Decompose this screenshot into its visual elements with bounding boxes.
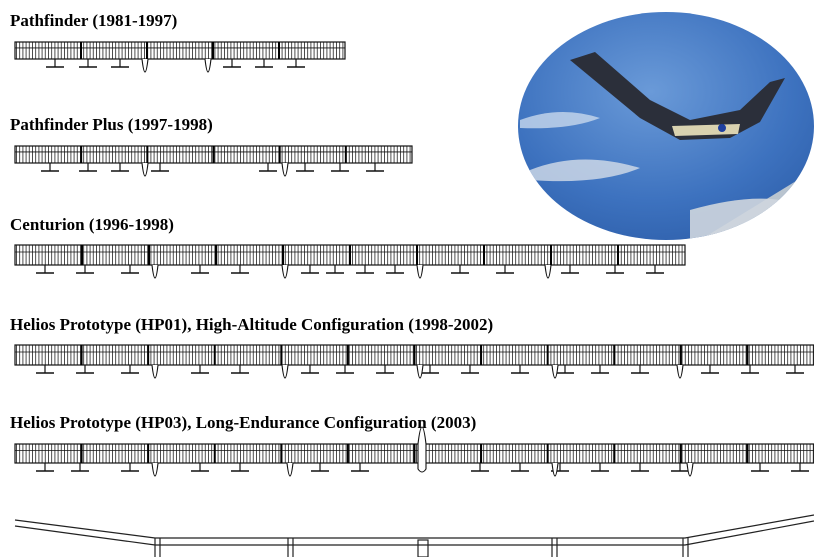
landing-pod — [287, 463, 293, 476]
landing-pod — [282, 163, 288, 176]
center-pod — [418, 427, 426, 472]
landing-pod — [282, 265, 288, 278]
aircraft-label: Pathfinder (1981-1997) — [10, 11, 177, 30]
landing-pod — [152, 365, 158, 378]
figure: Pathfinder (1981-1997) Pathfinder Plus (… — [0, 0, 814, 557]
aircraft-label: Centurion (1996-1998) — [10, 215, 174, 234]
wing — [15, 42, 345, 59]
landing-pod — [282, 365, 288, 378]
landing-pod — [152, 265, 158, 278]
landing-pod — [205, 59, 211, 72]
aircraft-label: Pathfinder Plus (1997-1998) — [10, 115, 213, 134]
front-view — [15, 515, 814, 557]
landing-pod — [687, 463, 693, 476]
landing-pod — [417, 365, 423, 378]
aircraft-label: Helios Prototype (HP01), High-Altitude C… — [10, 315, 493, 334]
landing-pod — [417, 265, 423, 278]
landing-pod — [552, 365, 558, 378]
photo — [518, 12, 814, 240]
landing-pod — [142, 163, 148, 176]
landing-pod — [677, 365, 683, 378]
aircraft-label: Helios Prototype (HP03), Long-Endurance … — [10, 413, 476, 432]
landing-pod — [552, 463, 558, 476]
landing-pod — [142, 59, 148, 72]
landing-pod — [545, 265, 551, 278]
landing-pod — [152, 463, 158, 476]
